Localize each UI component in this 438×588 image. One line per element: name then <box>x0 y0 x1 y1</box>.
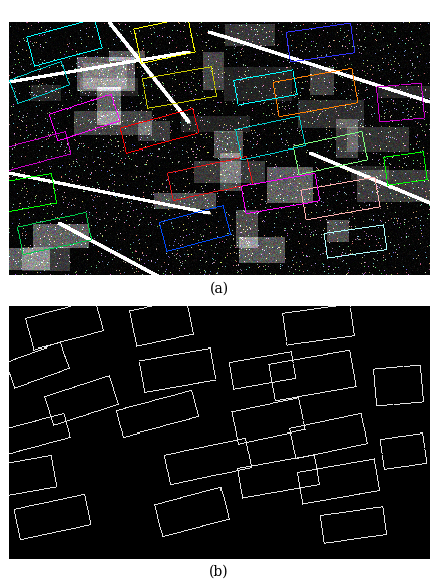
Text: (a): (a) <box>209 281 229 295</box>
Text: (b): (b) <box>209 564 229 579</box>
